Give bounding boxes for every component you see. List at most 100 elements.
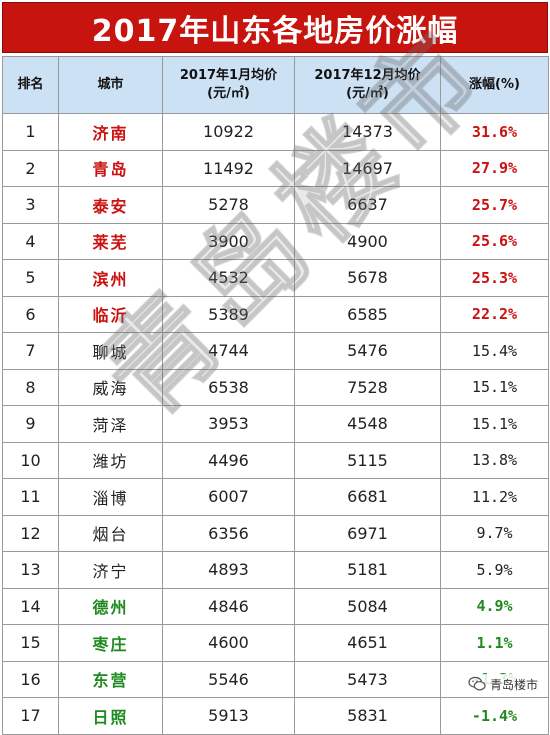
jan-price-cell: 4893 — [162, 551, 295, 589]
rank-cell: 2 — [2, 149, 59, 187]
rank-cell: 7 — [2, 332, 59, 370]
rank-cell: 4 — [2, 222, 59, 260]
city-cell: 聊城 — [58, 332, 163, 370]
table-row: 17 日照 5913 5831 -1.4% — [2, 697, 549, 735]
table-row: 13 济宁 4893 5181 5.9% — [2, 551, 549, 589]
growth-cell: 15.4% — [440, 332, 549, 370]
city-cell: 莱芜 — [58, 222, 163, 260]
dec-price-cell: 5476 — [294, 332, 441, 370]
table-row: 2 青岛 11492 14697 27.9% — [2, 149, 549, 187]
rank-cell: 9 — [2, 405, 59, 443]
rank-cell: 14 — [2, 587, 59, 625]
header-dec-price: 2017年12月均价 (元/㎡) — [294, 56, 441, 114]
jan-price-cell: 3900 — [162, 222, 295, 260]
dec-price-cell: 7528 — [294, 368, 441, 406]
city-cell: 淄博 — [58, 478, 163, 516]
table-row: 5 滨州 4532 5678 25.3% — [2, 259, 549, 297]
dec-price-cell: 6585 — [294, 295, 441, 333]
growth-cell: 13.8% — [440, 441, 549, 479]
city-cell: 烟台 — [58, 514, 163, 552]
dec-price-cell: 6971 — [294, 514, 441, 552]
table-row: 11 淄博 6007 6681 11.2% — [2, 478, 549, 516]
dec-price-cell: 5831 — [294, 697, 441, 735]
jan-price-cell: 11492 — [162, 149, 295, 187]
table-row: 15 枣庄 4600 4651 1.1% — [2, 624, 549, 662]
jan-price-cell: 3953 — [162, 405, 295, 443]
growth-cell: 4.9% — [440, 587, 549, 625]
header-growth: 涨幅(%) — [440, 56, 549, 114]
jan-price-cell: 6538 — [162, 368, 295, 406]
table-row: 4 莱芜 3900 4900 25.6% — [2, 222, 549, 260]
source-badge: 青岛楼市 — [463, 674, 542, 694]
header-city: 城市 — [58, 56, 163, 114]
source-badge-label: 青岛楼市 — [489, 677, 538, 692]
growth-cell: 11.2% — [440, 478, 549, 516]
table-row: 14 德州 4846 5084 4.9% — [2, 587, 549, 625]
table-row: 3 泰安 5278 6637 25.7% — [2, 186, 549, 224]
city-cell: 日照 — [58, 697, 163, 735]
city-cell: 东营 — [58, 660, 163, 698]
dec-price-cell: 5115 — [294, 441, 441, 479]
growth-cell: 25.6% — [440, 222, 549, 260]
city-cell: 潍坊 — [58, 441, 163, 479]
city-cell: 济南 — [58, 113, 163, 151]
rank-cell: 8 — [2, 368, 59, 406]
jan-price-cell: 6356 — [162, 514, 295, 552]
jan-price-cell: 6007 — [162, 478, 295, 516]
header-dec-line2: (元/㎡) — [346, 86, 389, 101]
table-body: 1 济南 10922 14373 31.6% 2 青岛 11492 14697 27.9% 3 泰安 5… — [2, 113, 549, 735]
city-cell: 菏泽 — [58, 405, 163, 443]
rank-cell: 3 — [2, 186, 59, 224]
city-cell: 泰安 — [58, 186, 163, 224]
city-cell: 青岛 — [58, 149, 163, 187]
growth-cell: 22.2% — [440, 295, 549, 333]
page-title: 2017年山东各地房价涨幅 — [91, 13, 459, 49]
city-cell: 临沂 — [58, 295, 163, 333]
table-row: 8 威海 6538 7528 15.1% — [2, 368, 549, 406]
growth-cell: 5.9% — [440, 551, 549, 589]
price-table: 排名 城市 2017年1月均价 (元/㎡) 2017年12月均价 (元/㎡) 涨… — [2, 56, 549, 735]
header-jan-line1: 2017年1月均价 — [179, 68, 278, 83]
dec-price-cell: 14697 — [294, 149, 441, 187]
jan-price-cell: 4532 — [162, 259, 295, 297]
table-row: 9 菏泽 3953 4548 15.1% — [2, 405, 549, 443]
jan-price-cell: 4846 — [162, 587, 295, 625]
rank-cell: 17 — [2, 697, 59, 735]
dec-price-cell: 5181 — [294, 551, 441, 589]
header-jan-line2: (元/㎡) — [207, 86, 250, 101]
rank-cell: 11 — [2, 478, 59, 516]
table-row: 1 济南 10922 14373 31.6% — [2, 113, 549, 151]
dec-price-cell: 4900 — [294, 222, 441, 260]
growth-cell: 25.7% — [440, 186, 549, 224]
dec-price-cell: 5473 — [294, 660, 441, 698]
title-banner: 2017年山东各地房价涨幅 — [2, 2, 548, 53]
header-jan-price: 2017年1月均价 (元/㎡) — [162, 56, 295, 114]
growth-cell: 15.1% — [440, 405, 549, 443]
rank-cell: 1 — [2, 113, 59, 151]
growth-cell: -1.4% — [440, 697, 549, 735]
jan-price-cell: 4496 — [162, 441, 295, 479]
rank-cell: 5 — [2, 259, 59, 297]
jan-price-cell: 5546 — [162, 660, 295, 698]
dec-price-cell: 4548 — [294, 405, 441, 443]
dec-price-cell: 6681 — [294, 478, 441, 516]
dec-price-cell: 6637 — [294, 186, 441, 224]
growth-cell: 15.1% — [440, 368, 549, 406]
rank-cell: 12 — [2, 514, 59, 552]
table-row: 10 潍坊 4496 5115 13.8% — [2, 441, 549, 479]
dec-price-cell: 5678 — [294, 259, 441, 297]
table-header-row: 排名 城市 2017年1月均价 (元/㎡) 2017年12月均价 (元/㎡) 涨… — [2, 56, 549, 114]
city-cell: 德州 — [58, 587, 163, 625]
city-cell: 济宁 — [58, 551, 163, 589]
header-dec-line1: 2017年12月均价 — [314, 68, 421, 83]
jan-price-cell: 10922 — [162, 113, 295, 151]
dec-price-cell: 5084 — [294, 587, 441, 625]
jan-price-cell: 5278 — [162, 186, 295, 224]
growth-cell: 9.7% — [440, 514, 549, 552]
table-row: 7 聊城 4744 5476 15.4% — [2, 332, 549, 370]
jan-price-cell: 5389 — [162, 295, 295, 333]
dec-price-cell: 14373 — [294, 113, 441, 151]
rank-cell: 13 — [2, 551, 59, 589]
table-row: 6 临沂 5389 6585 22.2% — [2, 295, 549, 333]
city-cell: 威海 — [58, 368, 163, 406]
